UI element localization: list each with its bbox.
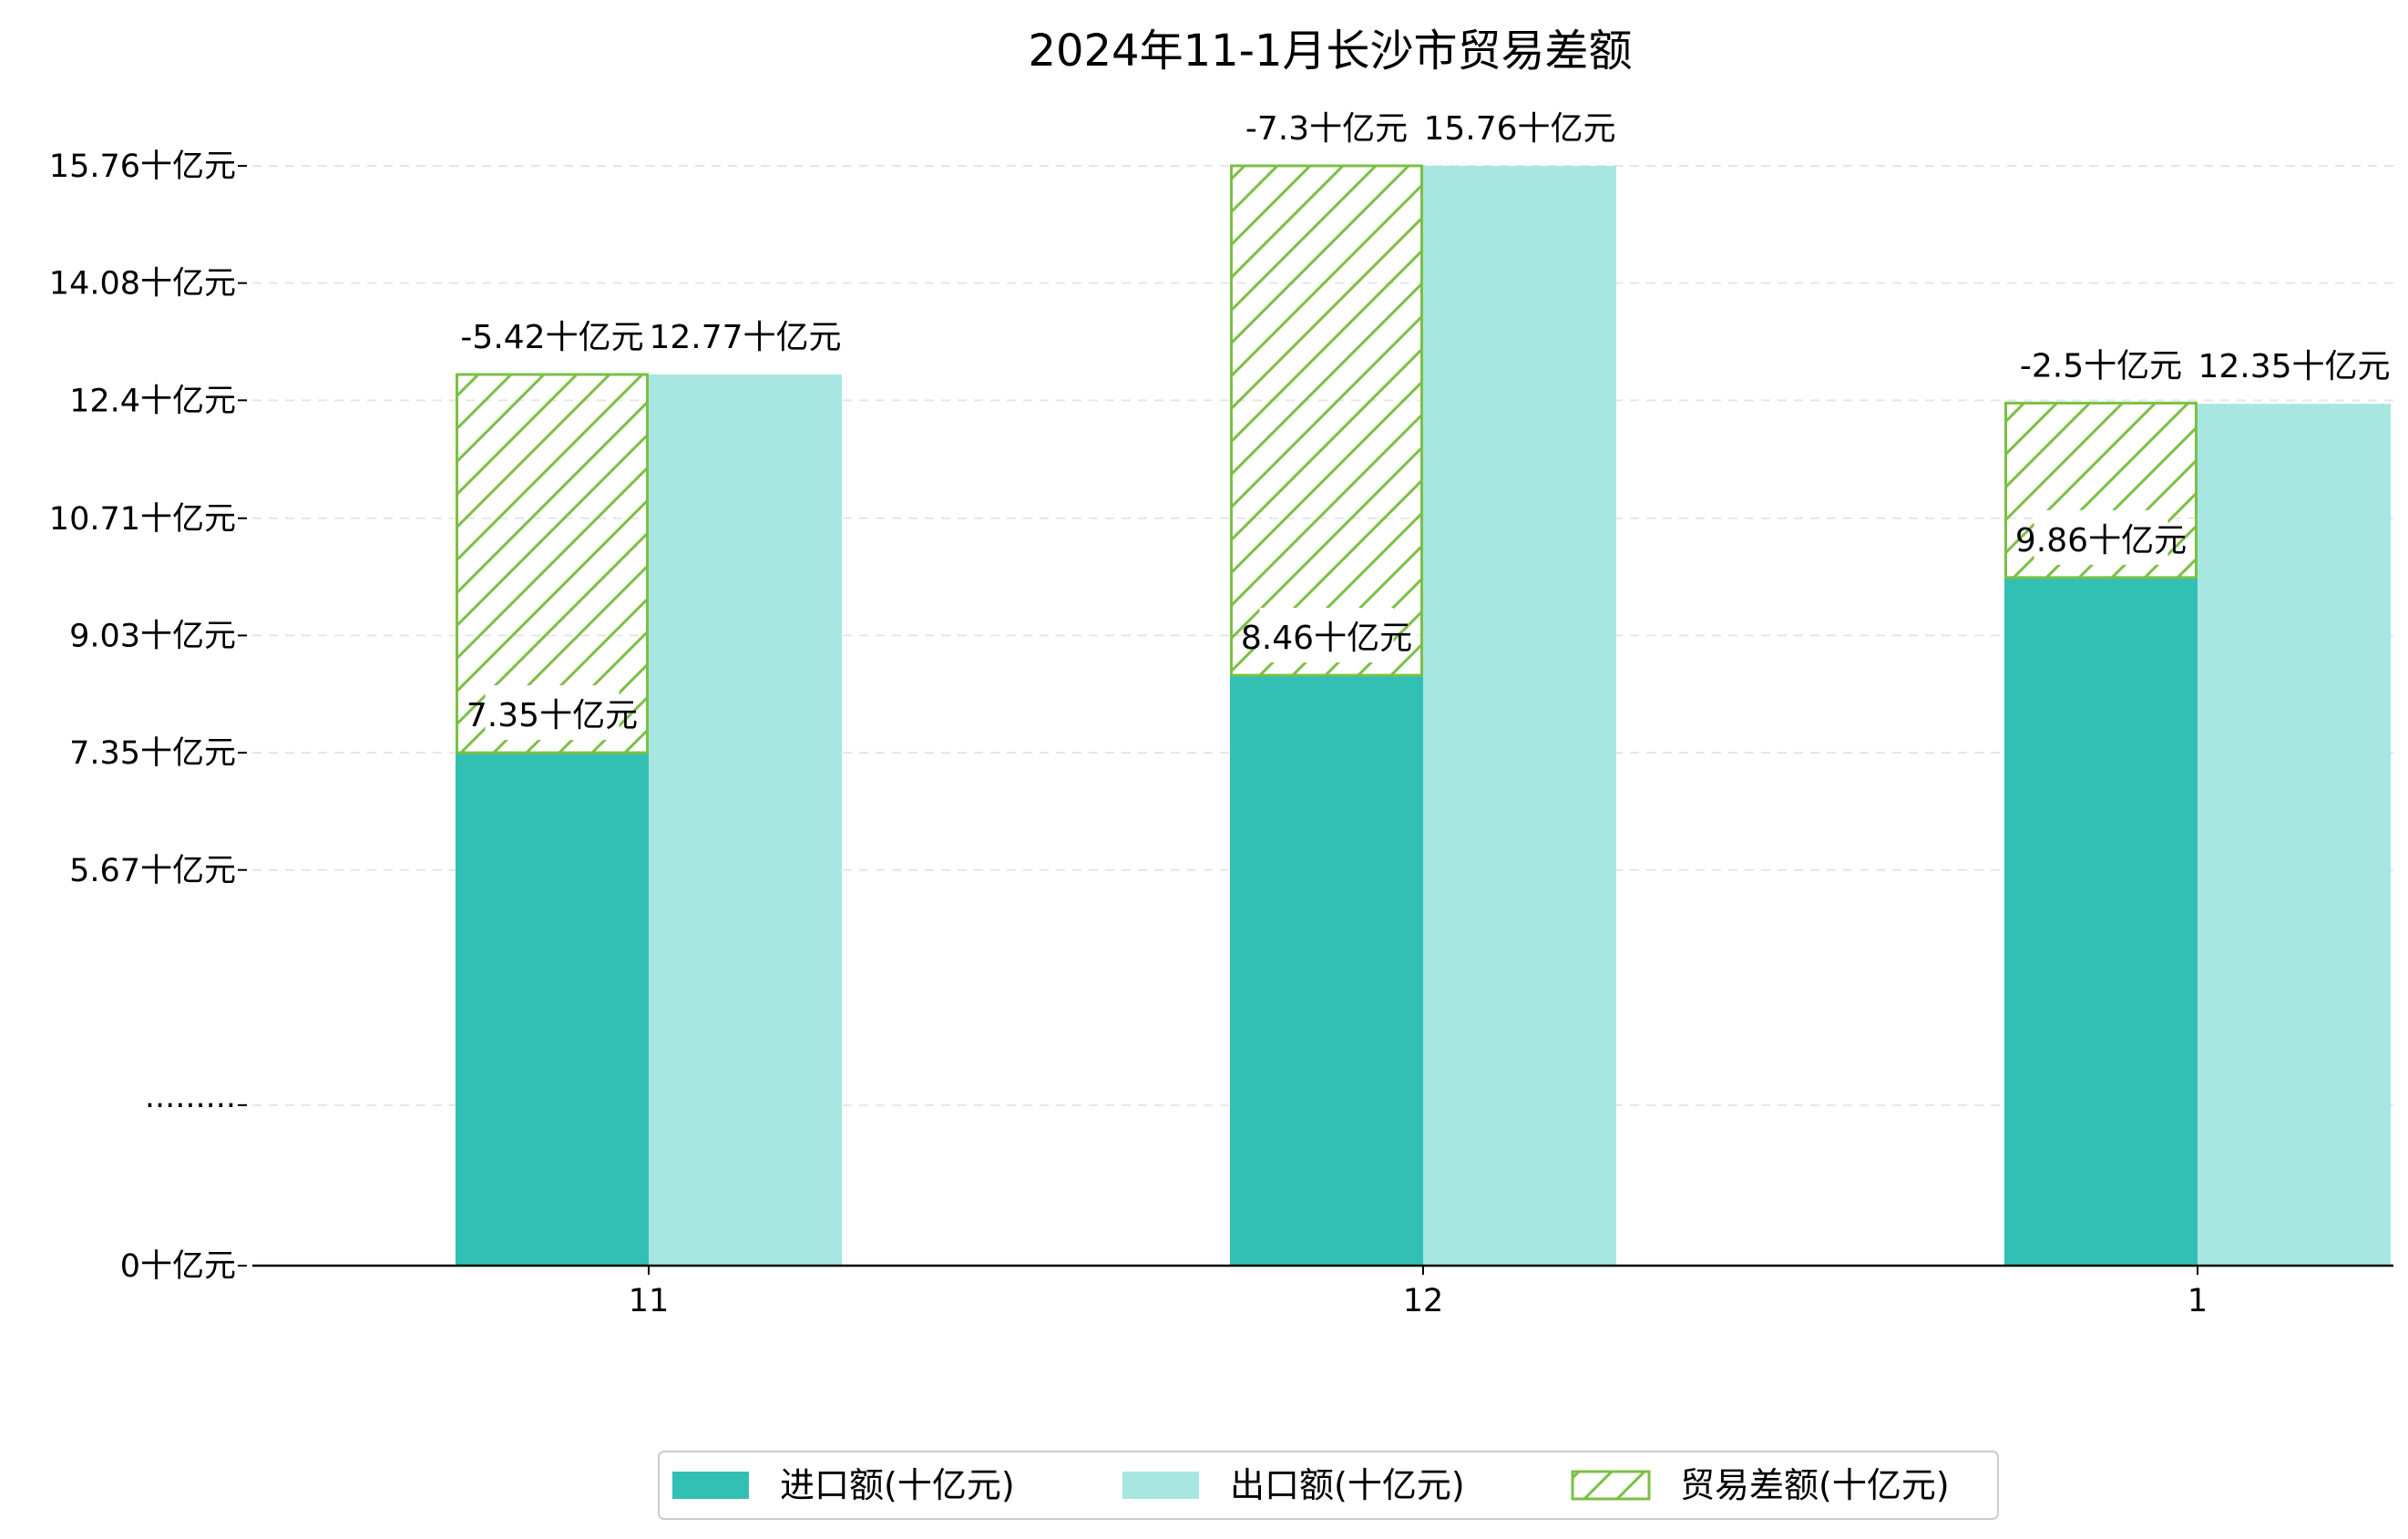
y-tick-label: 7.35十亿元	[69, 735, 236, 772]
data-label-box	[670, 306, 821, 362]
data-label: 9.86十亿元	[2015, 522, 2187, 559]
y-tick-label: 12.4十亿元	[69, 383, 236, 419]
bar-export	[1423, 165, 1616, 1267]
data-label: 8.46十亿元	[1241, 620, 1412, 657]
bar-export	[649, 374, 842, 1267]
data-label: 12.77十亿元	[649, 319, 841, 356]
data-label-box	[1259, 608, 1394, 663]
legend-label: 进口额(十亿元)	[780, 1465, 1015, 1505]
data-label-box	[1444, 97, 1595, 153]
bar-import	[1230, 675, 1423, 1266]
y-tick-label: 5.67十亿元	[69, 853, 236, 889]
legend-swatch-export	[1122, 1472, 1199, 1499]
bar-export	[2198, 404, 2391, 1266]
data-label: -5.42十亿元	[460, 319, 643, 356]
bars	[456, 164, 2391, 1267]
legend-label: 贸易差额(十亿元)	[1680, 1465, 1950, 1505]
y-tick-label: 14.08十亿元	[49, 266, 236, 303]
x-tick-label: 12	[1403, 1283, 1444, 1319]
y-tick-label: 9.03十亿元	[69, 618, 236, 654]
y-tick-label: ·········	[145, 1088, 236, 1124]
y-tick-label: 10.71十亿元	[49, 501, 236, 538]
data-label: 12.35十亿元	[2198, 348, 2390, 385]
x-tick-label: 1	[2188, 1283, 2208, 1319]
data-label-box	[476, 306, 628, 362]
legend-swatch-trade-balance	[1571, 1470, 1651, 1501]
bar-import	[456, 753, 649, 1266]
data-labels: 7.35十亿元 12.77十亿元-5.42十亿元 8.46十亿元 15.76十亿元 -7…	[460, 97, 2391, 741]
data-label: -2.5十亿元	[2020, 347, 2182, 385]
x-tick-label: 11	[629, 1283, 670, 1319]
y-tick-label: 15.76十亿元	[49, 149, 236, 185]
legend-swatch-import	[672, 1472, 749, 1499]
data-label-box	[2034, 335, 2168, 391]
data-label-box	[2218, 336, 2370, 392]
bar-trade-balance	[1230, 164, 1423, 677]
legend: 进口额(十亿元) 出口额(十亿元) 贸易差额(十亿元)	[658, 1451, 1999, 1520]
legend-box	[658, 1451, 1999, 1520]
data-label: 15.76十亿元	[1423, 110, 1615, 148]
axes: 0十亿元 ········· 5.67十亿元 7.35十亿元 9.03十亿元 10.71十…	[49, 149, 2393, 1319]
data-label-box	[2034, 509, 2168, 565]
chart-title: 2024年11-1月长沙市贸易差额	[1028, 26, 1632, 77]
data-label-box	[1259, 97, 1394, 153]
data-label: 7.35十亿元	[466, 697, 638, 734]
data-label-box	[485, 685, 620, 741]
data-label: -7.3十亿元	[1245, 110, 1408, 148]
legend-label: 出口额(十亿元)	[1230, 1465, 1465, 1505]
bar-import	[2004, 577, 2198, 1266]
y-tick-label: 0十亿元	[120, 1248, 236, 1285]
